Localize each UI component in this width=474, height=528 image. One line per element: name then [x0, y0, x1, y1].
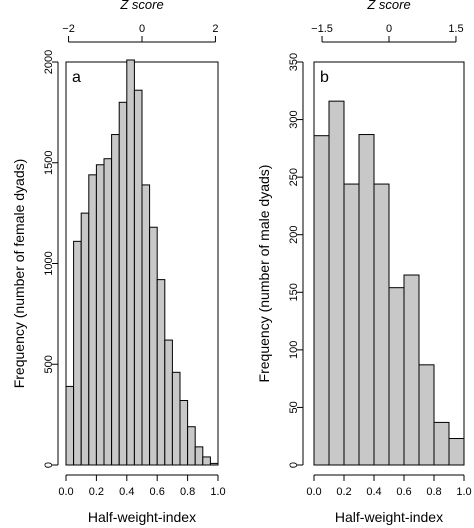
panel-a-label: a	[72, 69, 81, 86]
panel-b-top-tick-label: 1.5	[448, 23, 463, 35]
panel-b-bar	[403, 274, 420, 466]
panel-a-bar	[73, 240, 82, 466]
panel-b-y-tick-label: 350	[288, 53, 300, 71]
panel-b-x-tick-label: 0.6	[396, 486, 411, 498]
panel-a-x-tick-label: 0.6	[150, 486, 165, 498]
panel-b-label: b	[320, 69, 329, 86]
panel-b-top-tick-label: −1.5	[311, 23, 333, 35]
panel-a-bar	[141, 184, 151, 466]
panel-b-x-axis-title: Half-weight-index	[335, 509, 443, 525]
panel-a-x-tick-label: 0.0	[58, 486, 73, 498]
panel-a-bar	[164, 339, 173, 466]
panel-a-y-tick-label: 1500	[43, 151, 55, 175]
panel-b-y-tick-label: 50	[288, 401, 300, 413]
panel-a-y-tick-label: 2000	[43, 50, 55, 74]
panel-a-x-tick-label: 0.8	[180, 486, 195, 498]
panel-b-y-tick-label: 300	[288, 110, 300, 128]
panel-b-top-tick-label: 0	[386, 23, 392, 35]
panel-b-y-tick-label: 200	[288, 226, 300, 244]
panel-a-bar	[156, 279, 166, 466]
panel-a-bar	[187, 426, 196, 466]
panel-b-bar	[313, 135, 330, 466]
panel-a-bar	[65, 385, 75, 466]
panel-a-bar	[149, 226, 158, 466]
panel-a-y-tick-label: 1000	[43, 251, 55, 275]
panel-a-bar	[95, 164, 105, 466]
panel-b-x-tick-label: 1.0	[456, 486, 471, 498]
panel-b-bar	[373, 183, 390, 466]
panel-a-bar	[179, 400, 189, 466]
panel-b-y-tick-label: 0	[288, 462, 300, 468]
panel-a-bar	[80, 212, 90, 466]
panel-a-bar	[133, 89, 143, 466]
panel-a-bar	[202, 456, 211, 466]
panel-b-y-tick-label: 100	[288, 341, 300, 359]
panel-b-x-tick-label: 0.4	[366, 486, 381, 498]
panel-a-x-tick-label: 0.2	[89, 486, 104, 498]
panel-b-bar	[343, 183, 360, 466]
panel-b-x-tick-label: 0.0	[306, 486, 321, 498]
panel-b-y-tick-label: 250	[288, 168, 300, 186]
panel-b-top-axis-title: Z score	[366, 0, 410, 12]
panel-b-y-tick-label: 150	[288, 283, 300, 301]
panel-a-bar	[194, 446, 204, 466]
panel-b-y-axis-title: Frequency (number of male dyads)	[256, 165, 272, 383]
panel-b-bar	[328, 100, 345, 466]
panel-a-y-axis-title: Frequency (number of female dyads)	[11, 159, 27, 389]
panel-b-bar	[358, 134, 375, 466]
panel-b-x-tick-label: 0.8	[426, 486, 441, 498]
panel-a-top-tick-label: 0	[139, 23, 145, 35]
panel-a-bar	[103, 158, 113, 466]
panel-b-bar	[433, 421, 450, 466]
panel-b-bar	[448, 438, 465, 466]
panel-a-bar	[126, 59, 135, 466]
panel-a-bar	[118, 101, 128, 466]
panel-a-x-axis-title: Half-weight-index	[88, 509, 196, 525]
panel-b-bar	[388, 287, 405, 466]
panel-a-top-tick-label: −2	[62, 23, 75, 35]
panel-a-y-tick-label: 0	[43, 462, 55, 468]
panel-a-top-axis-title: Z score	[119, 0, 163, 12]
panel-b-bar	[418, 364, 435, 466]
panel-a-bar	[111, 134, 120, 466]
panel-b-x-tick-label: 0.2	[336, 486, 351, 498]
panel-a-top-tick-label: 2	[212, 23, 218, 35]
panel-a-x-tick-label: 0.4	[119, 486, 134, 498]
panel-a-bar	[171, 371, 181, 466]
panel-a-x-tick-label: 1.0	[210, 486, 225, 498]
panel-a-y-tick-label: 500	[43, 355, 55, 373]
panel-a-bar	[88, 174, 97, 466]
panel-a-bar	[209, 462, 219, 466]
